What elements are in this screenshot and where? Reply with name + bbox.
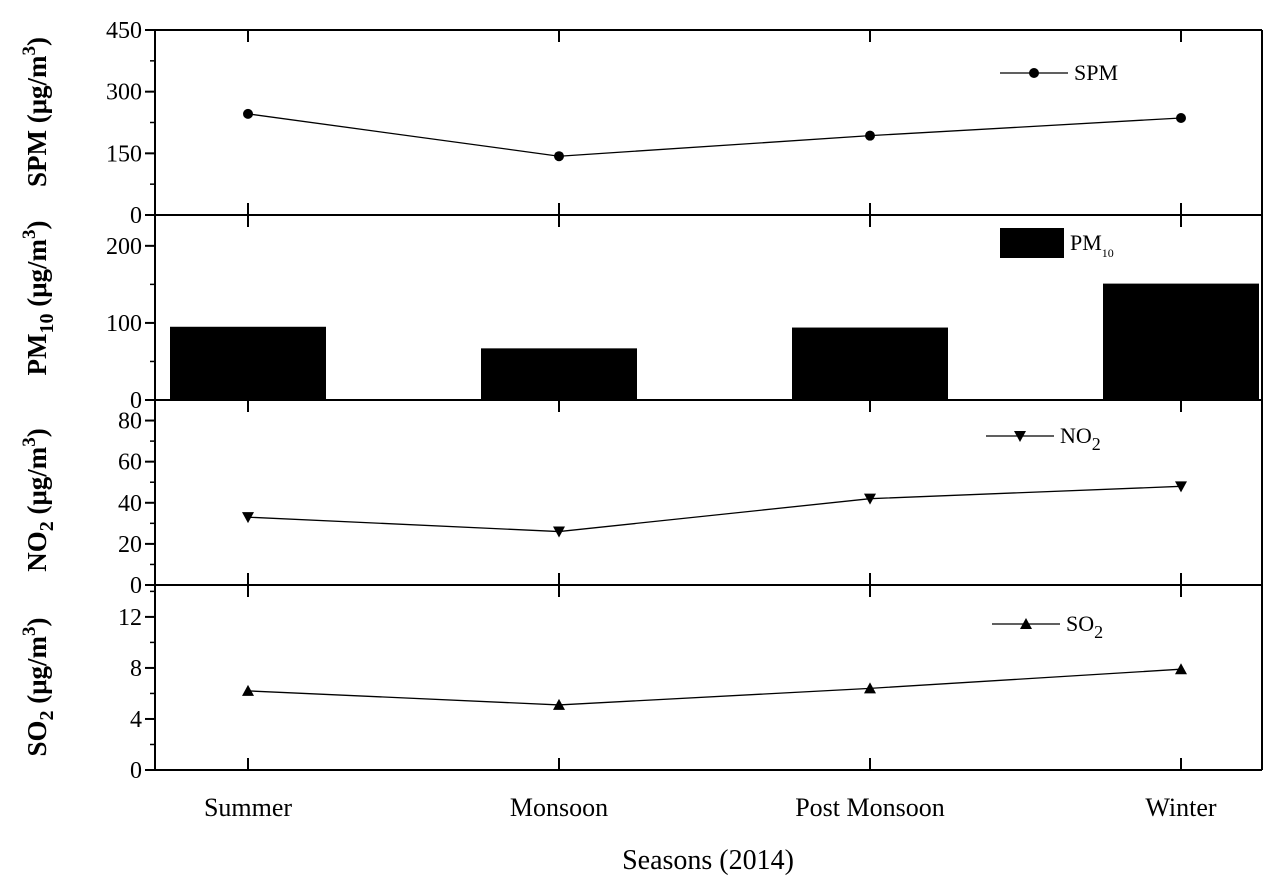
bar-pm10-winter	[1103, 283, 1259, 400]
y-axis-label-spm: SPM (μg/m3)	[19, 37, 52, 187]
x-tick-label-monsoon: Monsoon	[510, 793, 608, 822]
series-line-so2	[247, 668, 1182, 706]
legend-label-no2: NO2	[1060, 423, 1101, 454]
y-tick-label-pm10: 200	[106, 234, 142, 260]
point-so2-monsoon	[553, 698, 565, 710]
y-tick-label-so2: 12	[118, 605, 142, 631]
y-tick-label-no2: 20	[118, 532, 142, 558]
panel-spm: 0 150 300 450 SPM SPM (μg/m3)	[19, 18, 1263, 229]
y-tick-label-spm: 300	[106, 80, 142, 106]
legend-marker-so2	[1020, 618, 1032, 629]
panel-no2: 0 20 40 60 80 NO2 NO2 (μg/m3)	[19, 399, 1263, 599]
y-tick-label-spm: 150	[106, 141, 142, 167]
point-spm-winter	[1176, 112, 1186, 123]
y-axis-label-pm10: PM10 (μg/m3)	[19, 220, 58, 375]
point-so2-winter	[1175, 663, 1187, 675]
legend-marker-spm	[1029, 68, 1039, 78]
y-tick-label-so2: 0	[130, 758, 142, 784]
y-axis-label-so2: SO2 (μg/m3)	[19, 617, 58, 756]
point-so2-post-monsoon	[864, 682, 876, 694]
y-tick-label-pm10: 100	[106, 311, 142, 337]
point-no2-winter	[1175, 481, 1187, 493]
legend-so2: SO2	[992, 611, 1103, 642]
y-tick-label-no2: 60	[118, 450, 142, 476]
legend-label-so2: SO2	[1066, 611, 1103, 642]
point-spm-monsoon	[554, 151, 564, 162]
y-tick-label-no2: 0	[130, 573, 142, 599]
legend-swatch-pm10	[1000, 228, 1064, 258]
y-tick-label-no2: 80	[118, 409, 142, 435]
series-line-no2	[247, 485, 1182, 533]
y-tick-label-no2: 40	[118, 491, 142, 517]
x-tick-label-post-monsoon: Post Monsoon	[795, 793, 945, 822]
y-tick-label-spm: 0	[130, 203, 142, 229]
panel-pm10: 0 100 200 PM10 PM10 (μg/m3)	[19, 215, 1263, 414]
panel-so2: 0 4 8 12 SO2 SO2 (μg/m3)	[19, 585, 1263, 784]
point-no2-monsoon	[553, 526, 565, 538]
x-tick-label-winter: Winter	[1145, 793, 1216, 822]
x-axis-title: Seasons (2014)	[622, 845, 794, 876]
point-no2-post-monsoon	[864, 493, 876, 505]
legend-label-spm: SPM	[1074, 60, 1118, 85]
y-tick-label-spm: 450	[106, 18, 142, 44]
y-tick-label-so2: 4	[130, 707, 142, 733]
point-spm-post-monsoon	[865, 130, 875, 141]
legend-label-pm10: PM10	[1070, 230, 1114, 260]
bar-pm10-summer	[170, 326, 326, 400]
point-so2-summer	[242, 684, 254, 696]
legend-pm10: PM10	[1000, 228, 1114, 260]
y-tick-label-pm10: 0	[130, 388, 142, 414]
y-axis-label-no2: NO2 (μg/m3)	[19, 428, 58, 572]
bar-pm10-post-monsoon	[792, 327, 948, 400]
point-spm-summer	[243, 108, 253, 119]
y-tick-label-so2: 8	[130, 656, 142, 682]
legend-spm: SPM	[1000, 60, 1118, 85]
series-line-spm	[247, 113, 1182, 157]
legend-no2: NO2	[986, 423, 1101, 454]
x-tick-label-summer: Summer	[204, 793, 292, 822]
legend-marker-no2	[1014, 431, 1026, 442]
point-no2-summer	[242, 512, 254, 524]
